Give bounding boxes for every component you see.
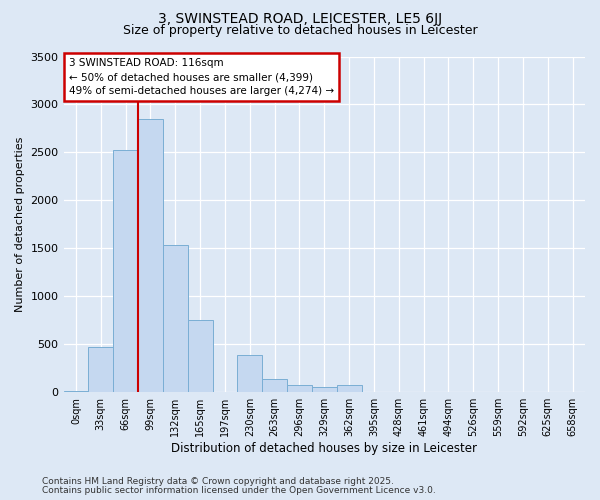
Bar [312,388,337,392]
Bar [337,384,362,392]
Y-axis label: Number of detached properties: Number of detached properties [15,136,25,312]
Bar [113,150,138,392]
Bar [64,391,88,392]
Text: Contains HM Land Registry data © Crown copyright and database right 2025.: Contains HM Land Registry data © Crown c… [42,477,394,486]
Bar [163,246,188,392]
Text: Size of property relative to detached houses in Leicester: Size of property relative to detached ho… [122,24,478,37]
Bar [138,119,163,392]
Bar [188,320,212,392]
Text: 3 SWINSTEAD ROAD: 116sqm
← 50% of detached houses are smaller (4,399)
49% of sem: 3 SWINSTEAD ROAD: 116sqm ← 50% of detach… [69,58,334,96]
X-axis label: Distribution of detached houses by size in Leicester: Distribution of detached houses by size … [171,442,477,455]
Text: Contains public sector information licensed under the Open Government Licence v3: Contains public sector information licen… [42,486,436,495]
Text: 3, SWINSTEAD ROAD, LEICESTER, LE5 6JJ: 3, SWINSTEAD ROAD, LEICESTER, LE5 6JJ [158,12,442,26]
Bar [88,347,113,392]
Bar [287,386,312,392]
Bar [262,379,287,392]
Bar [238,355,262,392]
